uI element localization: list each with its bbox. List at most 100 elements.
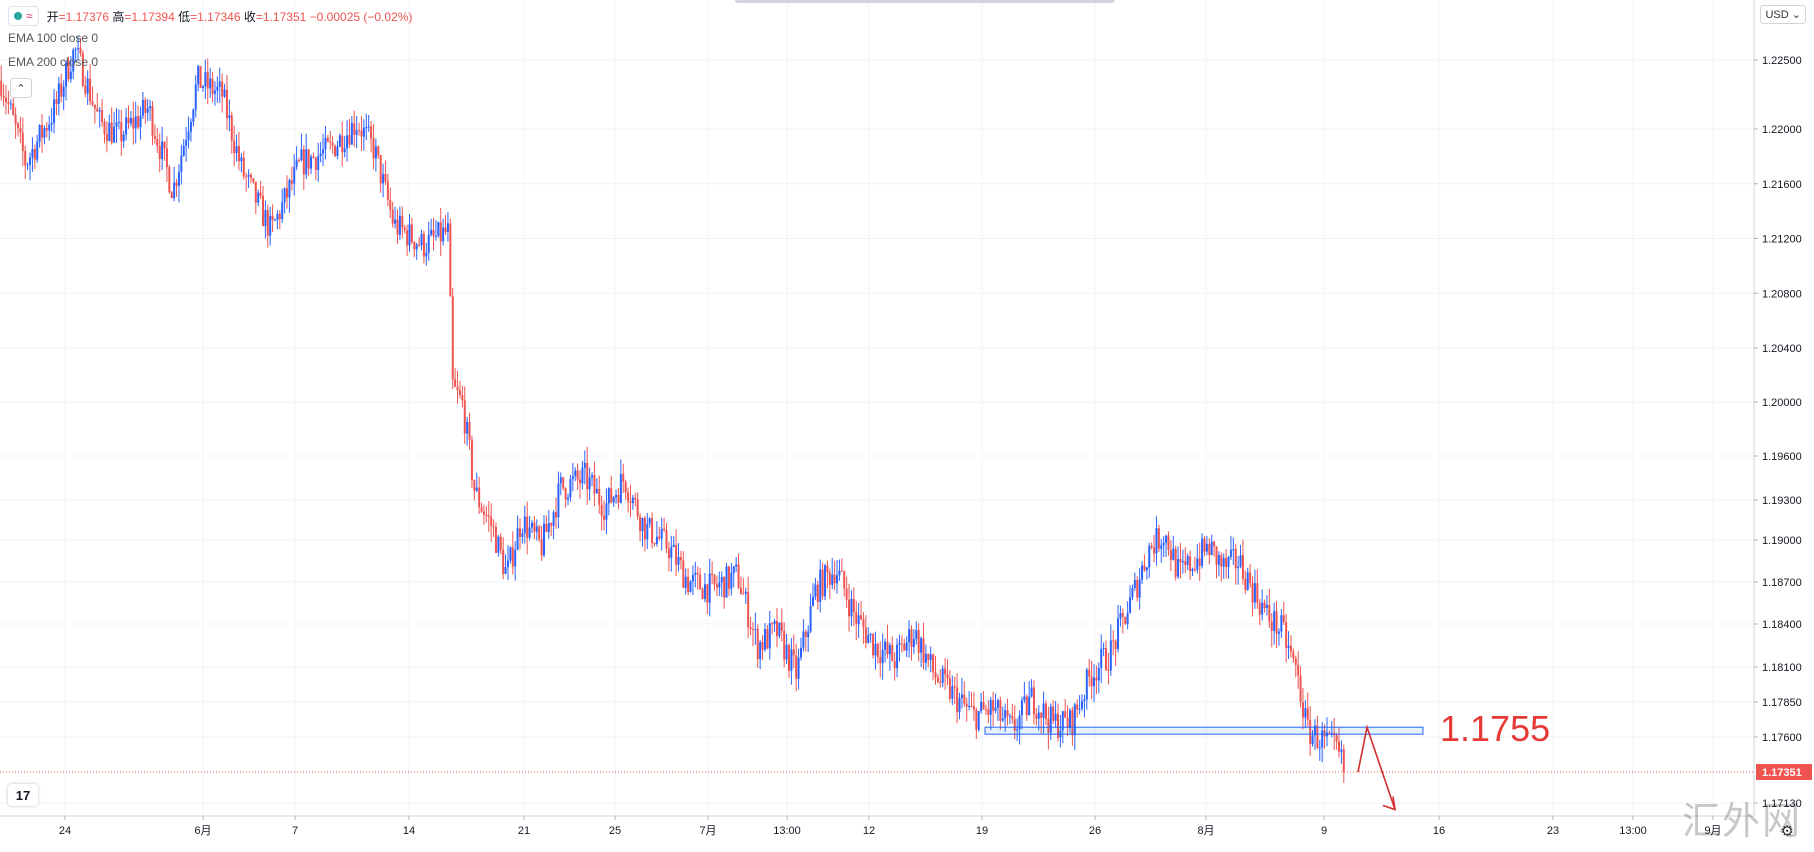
candle bbox=[1006, 698, 1009, 726]
candle bbox=[19, 116, 22, 144]
candle bbox=[737, 553, 740, 590]
price-tick-label: 1.20800 bbox=[1762, 288, 1802, 300]
candle bbox=[884, 638, 887, 663]
gear-icon[interactable]: ⚙ bbox=[1780, 823, 1794, 840]
ema100-legend[interactable]: EMA 100 close 0 bbox=[8, 31, 99, 45]
candle bbox=[1136, 576, 1139, 602]
projection-arrow[interactable] bbox=[1357, 724, 1396, 810]
candle bbox=[1316, 715, 1319, 750]
candle bbox=[1160, 538, 1163, 563]
tradingview-logo-icon[interactable]: 17 bbox=[8, 784, 38, 806]
candle bbox=[1023, 681, 1026, 704]
candle bbox=[1083, 694, 1086, 718]
ema200-legend[interactable]: EMA 200 close 0 bbox=[8, 55, 99, 69]
candle bbox=[372, 124, 375, 170]
candle bbox=[953, 676, 956, 704]
candle bbox=[127, 105, 130, 129]
candle bbox=[778, 621, 781, 639]
candle bbox=[960, 677, 963, 709]
candle bbox=[1042, 691, 1045, 734]
candle bbox=[314, 156, 317, 181]
candle bbox=[1167, 531, 1170, 556]
candle bbox=[763, 623, 766, 652]
candle bbox=[1251, 576, 1254, 617]
candle bbox=[398, 206, 401, 240]
candle bbox=[394, 206, 397, 229]
support-zone-box[interactable] bbox=[984, 726, 1424, 735]
collapse-legend-button[interactable]: ⌃ bbox=[10, 78, 32, 98]
candle bbox=[1256, 569, 1259, 609]
wave-icon: ≈ bbox=[26, 9, 33, 23]
candle bbox=[845, 576, 848, 609]
candle bbox=[756, 624, 759, 668]
symbol-status-pill[interactable]: ≈ bbox=[8, 6, 39, 26]
candle bbox=[1090, 660, 1093, 700]
candle bbox=[910, 625, 913, 661]
candle bbox=[53, 88, 56, 134]
projection-arrow-layer bbox=[1357, 724, 1396, 811]
candle bbox=[1193, 556, 1196, 573]
candle bbox=[1076, 699, 1079, 718]
candle bbox=[562, 477, 565, 491]
candle bbox=[276, 210, 279, 230]
candle bbox=[213, 81, 216, 106]
candle bbox=[362, 119, 365, 151]
price-tick-label: 1.20400 bbox=[1762, 343, 1802, 355]
candle bbox=[240, 153, 243, 173]
currency-button[interactable]: USD ⌄ bbox=[1760, 5, 1806, 24]
candle bbox=[295, 146, 298, 171]
candle bbox=[401, 206, 404, 239]
candle bbox=[795, 643, 798, 692]
candle bbox=[1189, 550, 1192, 580]
candle bbox=[108, 114, 111, 142]
top-toolbar-handle[interactable] bbox=[735, 0, 1115, 3]
candle bbox=[117, 109, 120, 130]
candle bbox=[843, 570, 846, 597]
price-tick-label: 1.20000 bbox=[1762, 397, 1802, 409]
candle bbox=[427, 221, 430, 261]
candle bbox=[1008, 713, 1011, 725]
candle bbox=[221, 73, 224, 113]
candle bbox=[1145, 566, 1148, 580]
candle bbox=[730, 562, 733, 596]
candle bbox=[1323, 724, 1326, 749]
candle bbox=[718, 571, 721, 597]
candle bbox=[600, 495, 603, 531]
candle bbox=[593, 461, 596, 507]
candle bbox=[944, 658, 947, 690]
candle bbox=[766, 624, 769, 650]
candle bbox=[245, 172, 248, 192]
candle bbox=[2, 83, 5, 107]
candle bbox=[569, 474, 572, 502]
time-tick-label: 13:00 bbox=[773, 825, 801, 837]
time-tick-label: 19 bbox=[976, 825, 988, 837]
candle bbox=[838, 559, 841, 581]
candle bbox=[389, 187, 392, 219]
candle bbox=[831, 557, 834, 590]
candle bbox=[1306, 692, 1309, 727]
candle bbox=[473, 479, 476, 501]
candle bbox=[1301, 687, 1304, 730]
candle bbox=[1198, 542, 1201, 581]
candle bbox=[101, 98, 104, 127]
candle bbox=[338, 133, 341, 148]
candle bbox=[470, 435, 473, 489]
candle bbox=[677, 543, 680, 572]
candle bbox=[1088, 658, 1091, 687]
candle bbox=[927, 653, 930, 668]
candle bbox=[466, 416, 469, 446]
candle bbox=[687, 568, 690, 596]
price-tick-label: 1.22000 bbox=[1762, 124, 1802, 136]
candle bbox=[1184, 547, 1187, 573]
candle bbox=[1237, 555, 1240, 585]
candle bbox=[261, 185, 264, 227]
candle bbox=[451, 287, 454, 390]
candle bbox=[1280, 608, 1283, 638]
candle bbox=[149, 100, 152, 121]
candle bbox=[379, 154, 382, 193]
candle bbox=[1232, 537, 1235, 565]
candle bbox=[1172, 535, 1175, 561]
candle bbox=[1265, 594, 1268, 616]
